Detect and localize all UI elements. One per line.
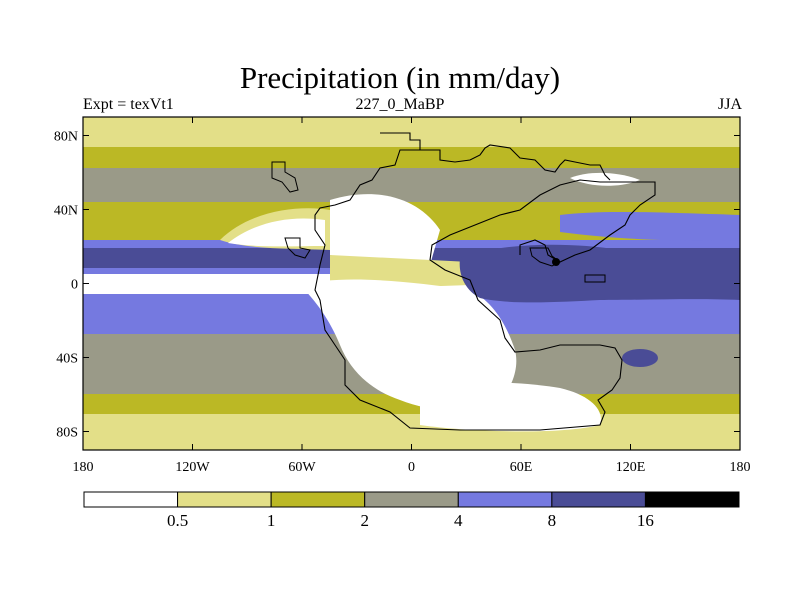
precipitation-field: [83, 117, 740, 450]
field-north-arid-central: [330, 194, 440, 267]
field-south-arid: [300, 279, 517, 411]
colorbar: 0.5 1 2 4 8 16: [83, 491, 740, 530]
field-north-arid-west: [228, 218, 325, 247]
lat-tick-label: 0: [71, 278, 78, 293]
field-monsoon-north: [560, 211, 740, 241]
field-monsoon-core: [459, 244, 740, 303]
lon-tick-label: 60E: [510, 460, 533, 475]
colorbar-label: 0.5: [167, 511, 188, 530]
colorbar-swatch: [270, 491, 366, 508]
field-max-marker: [552, 258, 560, 266]
experiment-label: Expt = texVt1: [83, 96, 174, 113]
colorbar-swatch: [644, 491, 740, 508]
lat-tick-label: 40N: [54, 204, 78, 219]
lon-tick-label: 0: [408, 460, 415, 475]
colorbar-label: 4: [454, 511, 463, 530]
field-north-cap: [570, 172, 640, 186]
colorbar-swatch: [83, 491, 179, 508]
colorbar-swatch: [551, 491, 646, 508]
colorbar-swatch: [177, 491, 272, 508]
time-label: 227_0_MaBP: [355, 96, 445, 113]
colorbar-label: 8: [548, 511, 557, 530]
island-outline-2: [284, 237, 311, 259]
field-south-blob: [622, 349, 658, 367]
lon-tick-label: 180: [730, 460, 751, 475]
lon-tick-label: 60W: [288, 460, 316, 475]
lon-tick-label: 120W: [175, 460, 210, 475]
field-band-north-grey: [83, 168, 740, 202]
lat-tick-label: 80S: [56, 426, 78, 441]
lon-tick-label: 120E: [616, 460, 646, 475]
map-title: Precipitation (in mm/day): [239, 60, 561, 95]
season-label: JJA: [717, 96, 742, 113]
lat-tick-label: 80N: [54, 130, 78, 145]
island-outline-1: [271, 161, 299, 193]
lon-tick-label: 180: [73, 460, 94, 475]
field-polar-arid: [420, 382, 601, 432]
colorbar-swatch: [364, 491, 459, 508]
colorbar-swatch: [457, 491, 553, 508]
colorbar-label: 1: [267, 511, 276, 530]
map-axes: 80N 40N 0 40S 80S 180 120W 60W 0 60E 120E 180: [54, 117, 751, 475]
colorbar-label: 16: [637, 511, 654, 530]
continent-outline-north: [420, 144, 611, 181]
lat-tick-label: 40S: [56, 352, 78, 367]
colorbar-label: 2: [360, 511, 369, 530]
island-outline-4: [584, 274, 606, 283]
continent-outline: [314, 132, 656, 431]
